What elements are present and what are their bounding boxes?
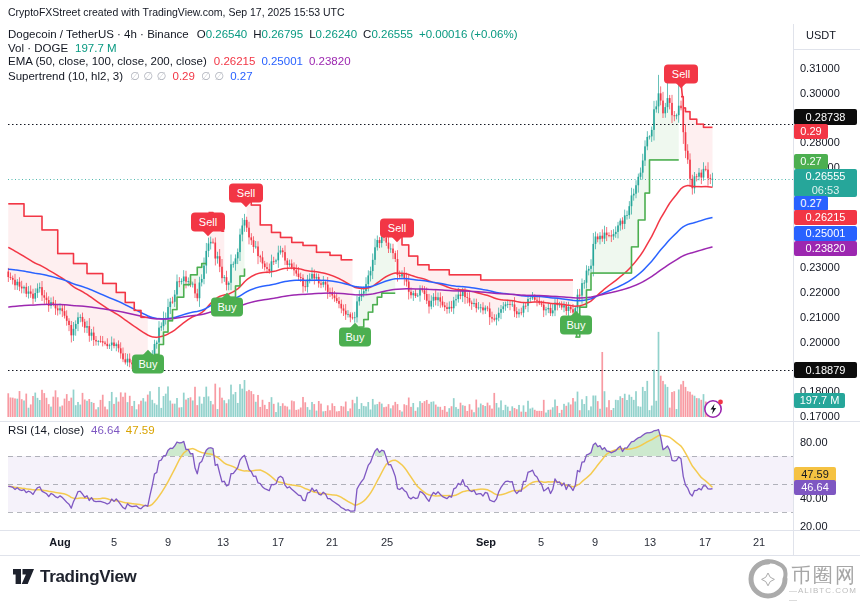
buy-signal-marker[interactable]: Buy — [132, 355, 164, 374]
axis-badge-0.27: 0.27 — [794, 154, 828, 169]
buy-signal-marker[interactable]: Buy — [339, 328, 371, 347]
axis-badge-0.27: 0.27 — [794, 196, 828, 211]
attribution-text: CryptoFXStreet created with TradingView.… — [8, 6, 345, 18]
time-tick-17: 17 — [699, 536, 711, 548]
supertrend-empty1: ∅ ∅ ∅ — [130, 70, 166, 82]
time-tick-13: 13 — [217, 536, 229, 548]
price-tick-0.23000: 0.23000 — [800, 261, 840, 273]
sell-signal-marker[interactable]: Sell — [191, 213, 225, 232]
rsi-ma-value: 47.59 — [126, 424, 155, 436]
time-tick-9: 9 — [592, 536, 598, 548]
time-tick-13: 13 — [644, 536, 656, 548]
change-value: +0.00016 (+0.06%) — [419, 28, 517, 40]
watermark-subtitle: —ALIBTC.COM— — [789, 586, 860, 603]
price-tick-0.30000: 0.30000 — [800, 87, 840, 99]
symbol-legend-row: Dogecoin / TetherUS · 4h · Binance O0.265… — [8, 28, 517, 40]
time-tick-Sep: Sep — [476, 536, 496, 548]
axis-badge-0.26555: 0.2655506:53 — [794, 169, 857, 197]
supertrend-upper: 0.29 — [173, 70, 195, 82]
time-tick-5: 5 — [538, 536, 544, 548]
ohlc-high: H0.26795 — [253, 28, 303, 40]
axis-badge-0.23820: 0.23820 — [794, 241, 857, 256]
axis-badge-0.29: 0.29 — [794, 124, 828, 139]
watermark-title: 币圈网 — [791, 562, 857, 589]
volume-legend-row: Vol · DOGE 197.7 M — [8, 42, 117, 54]
volume-label[interactable]: Vol · DOGE — [8, 42, 68, 54]
buy-signal-marker[interactable]: Buy — [560, 316, 592, 335]
watermark-logo — [747, 558, 789, 603]
axis-badge-0.18879: 0.18879 — [794, 362, 857, 378]
supertrend-lower: 0.27 — [230, 70, 252, 82]
axis-badge-46.64: 46.64 — [794, 480, 836, 495]
ohlc-close: C0.26555 — [363, 28, 413, 40]
rsi-tick-80.00: 80.00 — [800, 436, 828, 448]
supertrend-empty2: ∅ ∅ — [201, 70, 224, 82]
price-tick-0.31000: 0.31000 — [800, 62, 840, 74]
sell-signal-marker[interactable]: Sell — [229, 184, 263, 203]
time-tick-17: 17 — [272, 536, 284, 548]
supertrend-label[interactable]: Supertrend (10, hl2, 3) — [8, 70, 123, 82]
ema-label[interactable]: EMA (50, close, 100, close, 200, close) — [8, 55, 207, 67]
axis-badge-197.7 M: 197.7 M — [794, 393, 845, 408]
time-tick-21: 21 — [326, 536, 338, 548]
tradingview-logo-icon[interactable] — [12, 566, 37, 592]
price-axis-currency[interactable]: USDT — [806, 29, 836, 41]
axis-badge-0.25001: 0.25001 — [794, 226, 857, 241]
symbol-title[interactable]: Dogecoin / TetherUS · 4h · Binance — [8, 28, 189, 40]
footer-bar: TradingView 币圈网 —ALIBTC.COM— — [0, 556, 860, 603]
time-tick-Aug: Aug — [49, 536, 70, 548]
rsi-tick-20.00: 20.00 — [800, 520, 828, 532]
price-tick-0.17000: 0.17000 — [800, 410, 840, 422]
buy-signal-marker[interactable]: Buy — [211, 298, 243, 317]
rsi-label[interactable]: RSI (14, close) — [8, 424, 84, 436]
volume-value: 197.7 M — [75, 42, 117, 54]
price-tick-0.22000: 0.22000 — [800, 286, 840, 298]
axis-badge-0.26215: 0.26215 — [794, 210, 857, 225]
price-tick-0.20000: 0.20000 — [800, 336, 840, 348]
ema-legend-row: EMA (50, close, 100, close, 200, close) 0… — [8, 55, 351, 67]
rsi-value: 46.64 — [91, 424, 120, 436]
ohlc-open: O0.26540 — [197, 28, 248, 40]
supertrend-legend-row: Supertrend (10, hl2, 3) ∅ ∅ ∅ 0.29 ∅ ∅ 0.27 — [8, 69, 253, 83]
price-chart-canvas[interactable] — [0, 0, 860, 556]
time-tick-21: 21 — [753, 536, 765, 548]
rsi-legend-row: RSI (14, close) 46.64 47.59 — [8, 424, 155, 436]
time-tick-5: 5 — [111, 536, 117, 548]
countdown-timer: 06:53 — [794, 183, 857, 197]
axis-badge-0.28738: 0.28738 — [794, 109, 857, 125]
time-tick-9: 9 — [165, 536, 171, 548]
tradingview-chart-page: CryptoFXStreet created with TradingView.… — [0, 0, 860, 603]
sell-signal-marker[interactable]: Sell — [380, 219, 414, 238]
tradingview-logo-text[interactable]: TradingView — [40, 567, 137, 587]
price-tick-0.21000: 0.21000 — [800, 311, 840, 323]
ema200-value: 0.23820 — [309, 55, 351, 67]
ema50-value: 0.26215 — [214, 55, 256, 67]
time-tick-25: 25 — [381, 536, 393, 548]
flash-alert-icon[interactable] — [703, 398, 724, 423]
sell-signal-marker[interactable]: Sell — [664, 65, 698, 84]
ema100-value: 0.25001 — [261, 55, 303, 67]
ohlc-low: L0.26240 — [309, 28, 357, 40]
